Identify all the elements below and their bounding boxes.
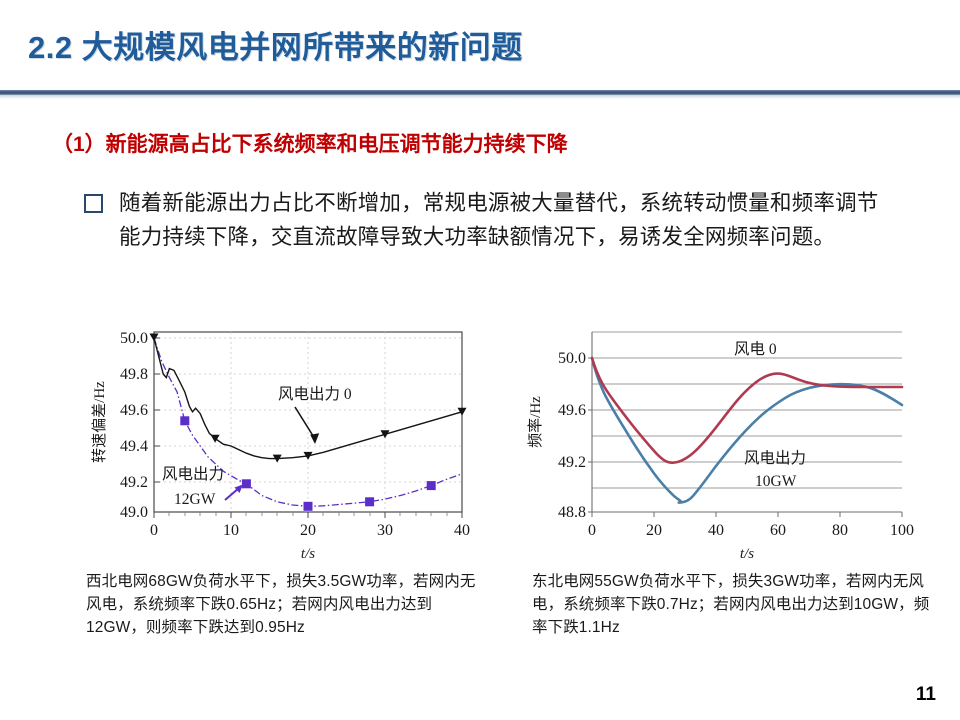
left-chart-svg: 50.0 49.8 49.6 49.4 49.2 49.0 bbox=[91, 330, 470, 562]
svg-text:49.2: 49.2 bbox=[558, 454, 586, 471]
svg-text:30: 30 bbox=[377, 522, 393, 539]
square-bullet-icon bbox=[84, 194, 103, 213]
svg-text:100: 100 bbox=[890, 522, 914, 539]
left-series-wind12gw bbox=[153, 337, 463, 507]
header-divider-shadow bbox=[0, 95, 960, 99]
svg-text:40: 40 bbox=[708, 522, 724, 539]
slide-header: 2.2 大规模风电并网所带来的新问题 bbox=[0, 0, 960, 100]
right-chart-svg: 50.0 49.6 49.2 48.8 bbox=[527, 331, 914, 562]
right-series-wind0 bbox=[590, 356, 904, 464]
left-y-axis-label: 转速偏差/Hz bbox=[91, 381, 108, 463]
right-y-axis-label: 频率/Hz bbox=[527, 396, 544, 448]
svg-text:49.0: 49.0 bbox=[120, 504, 148, 521]
figure-right: 50.0 49.6 49.2 48.8 bbox=[512, 322, 929, 636]
svg-text:10: 10 bbox=[223, 522, 239, 539]
svg-text:49.8: 49.8 bbox=[120, 366, 148, 383]
figure-left: 50.0 49.8 49.6 49.4 49.2 49.0 bbox=[82, 322, 482, 636]
section-subheading: （1）新能源高占比下系统频率和电压调节能力持续下降 bbox=[52, 133, 568, 156]
page-title: 2.2 大规模风电并网所带来的新问题 bbox=[28, 30, 523, 65]
bullet-item: 随着新能源出力占比不断增加，常规电源被大量替代，系统转动惯量和频率调节能力持续下… bbox=[84, 186, 904, 254]
svg-text:20: 20 bbox=[646, 522, 662, 539]
left-gridlines bbox=[154, 332, 462, 512]
svg-text:48.8: 48.8 bbox=[558, 504, 586, 521]
svg-text:0: 0 bbox=[150, 522, 158, 539]
left-annotation-wind0: 风电出力 0 bbox=[278, 385, 352, 403]
bullet-text: 随着新能源出力占比不断增加，常规电源被大量替代，系统转动惯量和频率调节能力持续下… bbox=[119, 191, 879, 249]
svg-text:50.0: 50.0 bbox=[120, 330, 148, 347]
left-annotation-wind0-arrow bbox=[294, 406, 320, 444]
svg-text:50.0: 50.0 bbox=[558, 350, 586, 367]
left-x-axis-label: t/s bbox=[301, 546, 315, 562]
right-y-ticks: 50.0 49.6 49.2 48.8 bbox=[558, 350, 592, 521]
left-series-wind12gw-markers bbox=[180, 416, 436, 511]
figure-right-caption: 东北电网55GW负荷水平下，损失3GW功率，若网内无风电，系统频率下跌0.7Hz… bbox=[532, 573, 930, 636]
svg-text:49.4: 49.4 bbox=[120, 438, 148, 455]
left-series-wind0 bbox=[153, 337, 463, 460]
page-number: 11 bbox=[915, 684, 936, 705]
svg-text:49.2: 49.2 bbox=[120, 474, 148, 491]
figures-row: 50.0 49.8 49.6 49.4 49.2 49.0 bbox=[0, 322, 960, 662]
left-annotation-wind12gw-arrow bbox=[224, 484, 243, 501]
left-series-wind0-markers bbox=[149, 333, 467, 463]
right-annotation-wind0: 风电 0 bbox=[734, 340, 777, 358]
header-divider bbox=[0, 90, 960, 95]
right-x-ticks: 0 20 40 60 80 100 bbox=[588, 512, 914, 539]
right-plot-area bbox=[592, 332, 902, 512]
svg-text:49.6: 49.6 bbox=[120, 402, 148, 419]
right-annotation-wind10gw-line1: 风电出力 bbox=[744, 449, 806, 467]
svg-text:40: 40 bbox=[454, 522, 470, 539]
svg-text:49.6: 49.6 bbox=[558, 402, 586, 419]
right-x-axis-label: t/s bbox=[740, 546, 754, 562]
svg-text:60: 60 bbox=[770, 522, 786, 539]
left-x-ticks: 0 10 20 30 40 bbox=[150, 512, 470, 539]
svg-text:80: 80 bbox=[832, 522, 848, 539]
right-annotation-wind10gw-line2: 10GW bbox=[755, 473, 797, 490]
left-annotation-wind12gw-line1: 风电出力 bbox=[162, 465, 224, 483]
right-chart: 50.0 49.6 49.2 48.8 bbox=[512, 322, 922, 568]
figure-left-caption: 西北电网68GW负荷水平下，损失3.5GW功率，若网内无风电，系统频率下跌0.6… bbox=[86, 573, 476, 636]
svg-text:20: 20 bbox=[300, 522, 316, 539]
svg-text:0: 0 bbox=[588, 522, 596, 539]
left-annotation-wind12gw-line2: 12GW bbox=[174, 491, 216, 508]
left-chart: 50.0 49.8 49.6 49.4 49.2 49.0 bbox=[82, 322, 482, 568]
left-y-ticks: 50.0 49.8 49.6 49.4 49.2 49.0 bbox=[120, 330, 160, 521]
